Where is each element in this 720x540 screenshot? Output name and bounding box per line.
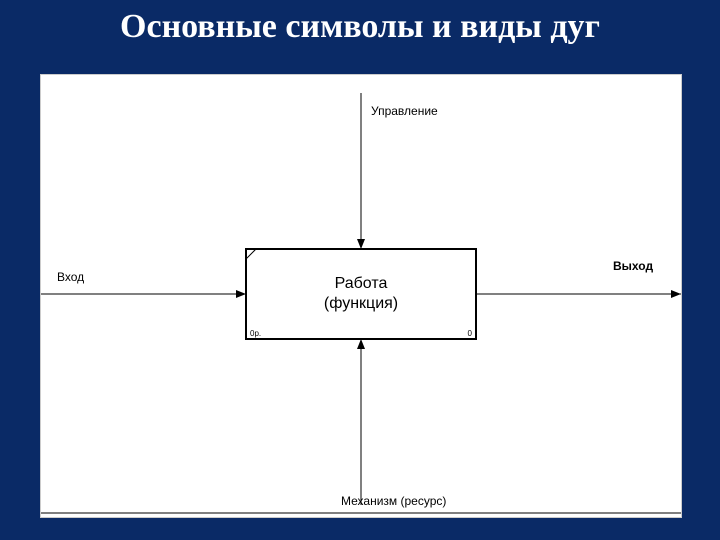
svg-text:0р.: 0р.: [250, 329, 261, 338]
control-label: Управление: [371, 104, 438, 118]
diagram-canvas: Работа (функция) 0р. 0 Управление Вход Выход Ме…: [40, 74, 682, 518]
page-title: Основные символы и виды дуг: [0, 8, 720, 46]
function-box-title2: (функция): [324, 295, 398, 312]
function-box-title1: Работа: [335, 275, 388, 292]
input-label: Вход: [57, 270, 84, 284]
svg-text:0: 0: [468, 329, 473, 338]
output-label: Выход: [613, 259, 653, 273]
idef0-diagram: Работа (функция) 0р. 0 Управление Вход Выход Ме…: [41, 75, 681, 517]
function-box: [246, 249, 476, 339]
mechanism-label: Механизм (ресурс): [341, 494, 446, 508]
title-text: Основные символы и виды дуг: [120, 8, 600, 45]
slide: { "title": { "text": "Основные символы и…: [0, 0, 720, 540]
